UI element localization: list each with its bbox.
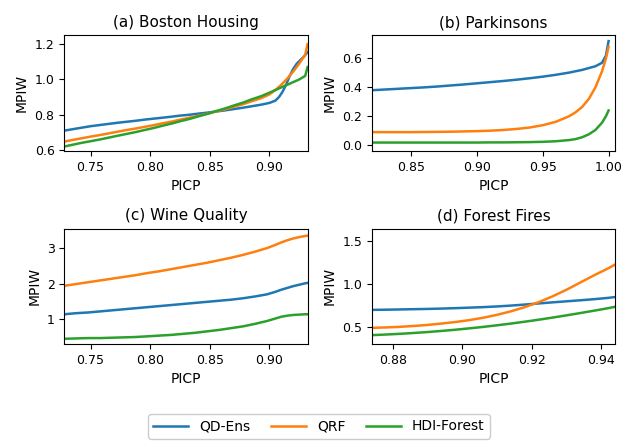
- X-axis label: PICP: PICP: [478, 179, 508, 193]
- Y-axis label: MPIW: MPIW: [27, 267, 41, 306]
- Y-axis label: MPIW: MPIW: [15, 74, 29, 112]
- Title: (c) Wine Quality: (c) Wine Quality: [124, 208, 248, 223]
- Y-axis label: MPIW: MPIW: [323, 74, 337, 112]
- X-axis label: PICP: PICP: [478, 372, 508, 386]
- Title: (a) Boston Housing: (a) Boston Housing: [113, 15, 259, 30]
- X-axis label: PICP: PICP: [171, 179, 201, 193]
- Title: (b) Parkinsons: (b) Parkinsons: [439, 15, 548, 30]
- Y-axis label: MPIW: MPIW: [323, 267, 337, 306]
- Title: (d) Forest Fires: (d) Forest Fires: [436, 208, 551, 223]
- Legend: QD-Ens, QRF, HDI-Forest: QD-Ens, QRF, HDI-Forest: [148, 414, 490, 439]
- X-axis label: PICP: PICP: [171, 372, 201, 386]
